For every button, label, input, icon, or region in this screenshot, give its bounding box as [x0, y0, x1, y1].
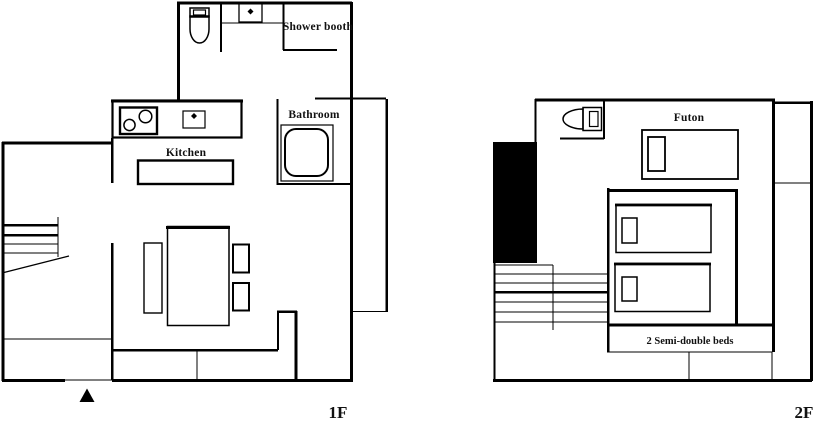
toilet-icon	[189, 7, 210, 44]
toilet-bowl	[562, 108, 584, 130]
floor-label-2f: 2F	[795, 403, 814, 422]
bed-outline	[615, 203, 712, 254]
toilet-icon	[562, 106, 603, 132]
sink-basin	[238, 2, 263, 23]
kitchen-sink-icon	[182, 110, 206, 129]
plan-1f-walls	[1, 1, 388, 382]
void-area	[493, 142, 537, 263]
bathtub-basin	[284, 128, 329, 177]
chair	[232, 243, 250, 274]
dining-table	[166, 225, 230, 327]
dining-set	[143, 225, 250, 327]
plan-1f: Shower booth Bathroom Kitchen 1F	[1, 1, 388, 422]
plan-2f: Futon 2 Semi-double beds 2F	[493, 98, 814, 422]
stairs-1f	[1, 217, 70, 274]
kitchen-island-counter	[136, 159, 235, 186]
stove-icon	[118, 106, 159, 136]
kitchen-fixtures	[111, 99, 243, 186]
vanity-sink-icon	[238, 2, 263, 23]
bathtub-icon	[280, 124, 334, 182]
burner-icon	[123, 118, 136, 132]
toilet-tank	[582, 106, 603, 132]
toilet-tank-lid	[588, 110, 599, 128]
entrance-triangle-icon	[79, 388, 95, 402]
faucet-dot	[191, 113, 197, 119]
kitchen-counter	[111, 99, 243, 139]
pillow	[621, 276, 638, 302]
chair	[232, 282, 250, 312]
plan-2f-walls	[493, 98, 813, 382]
kitchen-label: Kitchen	[166, 147, 207, 159]
stairs-2f	[495, 264, 607, 330]
toilet-bowl	[189, 15, 210, 44]
semi-double-bed	[615, 203, 712, 254]
floor-label-1f: 1F	[329, 403, 348, 422]
bed-outline	[614, 262, 711, 313]
bathtub-frame	[280, 124, 334, 182]
toilet-tank	[189, 7, 210, 18]
toilet-tank-lid	[192, 9, 207, 16]
futon-bed	[641, 129, 739, 180]
bench	[143, 242, 163, 314]
semi-double-bed	[614, 262, 711, 313]
pillow	[621, 217, 638, 244]
semi-double-beds-label: 2 Semi-double beds	[647, 336, 734, 347]
burner-icon	[138, 109, 153, 124]
shower-booth-label: Shower booth	[283, 21, 354, 33]
faucet-dot	[247, 8, 254, 15]
bed-outline	[641, 129, 739, 180]
stair-break-line	[1, 255, 70, 274]
bathroom-label: Bathroom	[288, 109, 339, 121]
pillow	[647, 136, 666, 172]
futon-label: Futon	[674, 112, 705, 124]
